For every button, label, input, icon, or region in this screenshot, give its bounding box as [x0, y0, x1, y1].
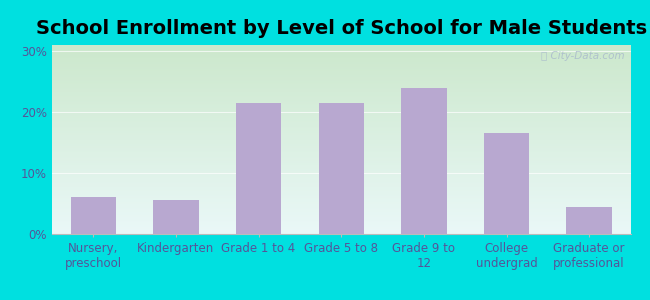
- Bar: [566, 207, 612, 234]
- Bar: [401, 88, 447, 234]
- Bar: [236, 103, 281, 234]
- Bar: [484, 134, 529, 234]
- Bar: [318, 103, 364, 234]
- Text: ⓘ City-Data.com: ⓘ City-Data.com: [541, 51, 625, 61]
- Bar: [153, 200, 199, 234]
- Title: School Enrollment by Level of School for Male Students: School Enrollment by Level of School for…: [36, 19, 647, 38]
- Bar: [71, 197, 116, 234]
